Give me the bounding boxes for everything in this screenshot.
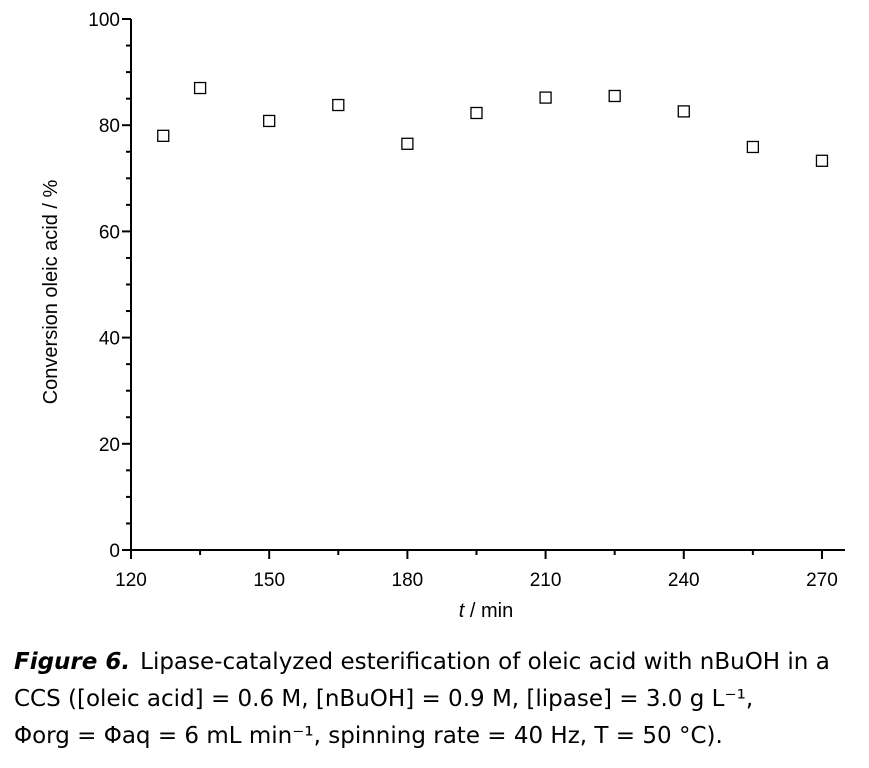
x-tick-label: 210 [530, 570, 562, 591]
x-tick-label: 120 [115, 570, 147, 591]
y-tick-label: 0 [109, 541, 120, 562]
axes: 0 20 40 60 80 100 120 150 180 210 240 270 [88, 10, 845, 591]
x-tick-label: 240 [668, 570, 700, 591]
y-tick-label: 20 [99, 435, 120, 456]
x-axis-label-unit: / min [464, 600, 513, 622]
y-tick-label: 100 [88, 10, 120, 31]
data-point [470, 106, 483, 120]
x-axis-label-variable: t [459, 600, 466, 622]
data-point [193, 81, 207, 95]
y-tick-label: 80 [99, 116, 120, 137]
x-axis-label: t / min [459, 600, 513, 622]
data-point [332, 98, 345, 112]
scatter-chart: 0 20 40 60 80 100 120 150 180 210 240 270 Conversio… [40, 10, 845, 622]
figure-label: Figure 6. [14, 649, 131, 675]
data-point [608, 89, 621, 103]
x-tick-label: 270 [806, 570, 838, 591]
data-point [539, 91, 552, 104]
figure-caption: Figure 6. Lipase-catalyzed esterification… [14, 644, 864, 755]
data-point [815, 154, 829, 167]
data-points [157, 81, 829, 167]
y-axis-label: Conversion oleic acid / % [40, 180, 62, 405]
y-tick-label: 40 [99, 329, 120, 350]
data-point [157, 129, 170, 142]
caption-text-1: Lipase-catalyzed esterification of oleic… [140, 649, 830, 675]
x-tick-label: 180 [392, 570, 424, 591]
caption-line-3: Φorg = Φaq = 6 mL min⁻¹, spinning rate =… [14, 723, 723, 749]
y-tick-label: 60 [99, 222, 120, 243]
data-point [746, 140, 760, 154]
data-point [263, 114, 276, 128]
x-tick-label: 150 [253, 570, 285, 591]
data-point [677, 105, 690, 118]
data-point [401, 137, 414, 150]
caption-line-1: Figure 6. Lipase-catalyzed esterification… [14, 644, 864, 681]
caption-line-2: CCS ([oleic acid] = 0.6 M, [nBuOH] = 0.9… [14, 686, 754, 712]
